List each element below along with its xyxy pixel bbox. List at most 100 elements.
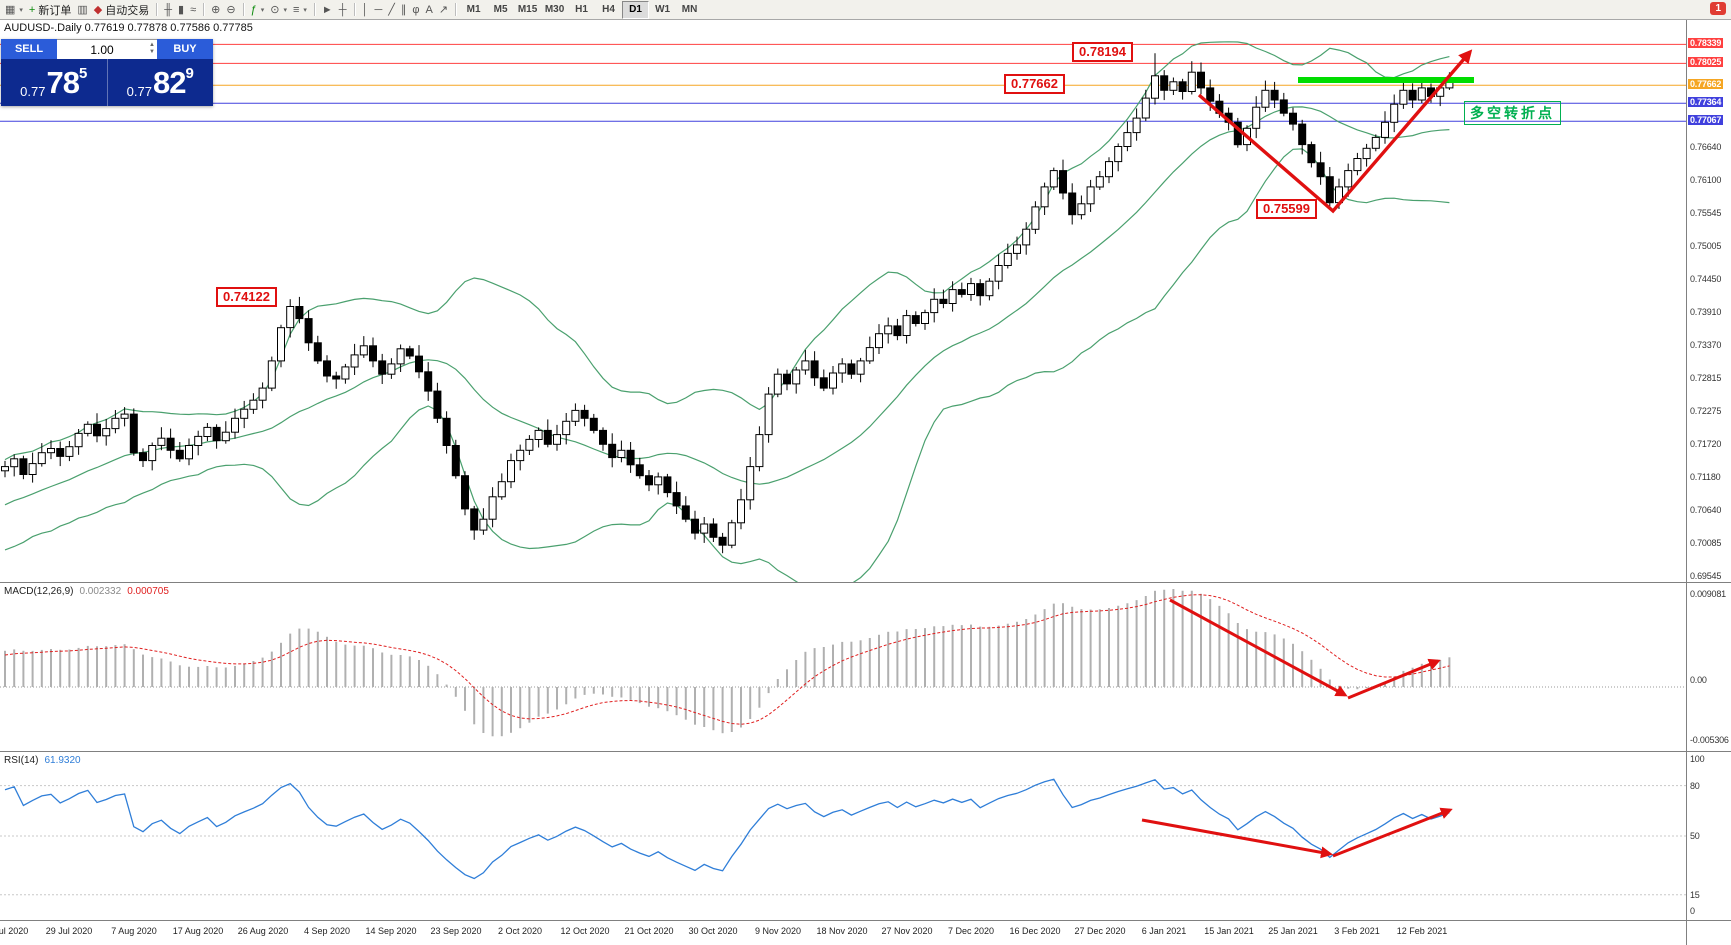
cursor-button[interactable]: ► bbox=[319, 2, 336, 18]
date-label-20[interactable]: 25 Jan 2021 bbox=[1268, 926, 1318, 936]
zoom-in-button[interactable]: ⊕ bbox=[208, 2, 223, 18]
new-chart-caret-icon[interactable]: ▾ bbox=[19, 6, 23, 14]
equidistant-channel-button[interactable]: ∥ bbox=[398, 2, 410, 18]
timeframe-mn[interactable]: MN bbox=[681, 4, 698, 15]
timeframe-m5[interactable]: M5 bbox=[493, 4, 508, 15]
zoom-out-button[interactable]: ⊖ bbox=[223, 2, 238, 18]
arrows-tool-icon: ↗ bbox=[438, 3, 449, 16]
timeframe-m1[interactable]: M1 bbox=[466, 4, 481, 15]
one-click-trading-panel: SELL 1.00 ▲ ▼ BUY 0.77 78 5 0.77 bbox=[1, 39, 213, 106]
timeframe-d1[interactable]: D1 bbox=[622, 0, 650, 19]
date-label-8[interactable]: 2 Oct 2020 bbox=[497, 926, 543, 936]
candlestick-chart-button[interactable]: ▮ bbox=[175, 2, 187, 18]
line-chart-button[interactable]: ≈ bbox=[187, 2, 199, 18]
templates-button[interactable]: ≡ ▾ bbox=[290, 2, 310, 18]
macd-scale-zero: 0.00 bbox=[1690, 675, 1707, 685]
templates-caret-icon[interactable]: ▾ bbox=[303, 6, 307, 14]
date-label-19[interactable]: 15 Jan 2021 bbox=[1204, 926, 1254, 936]
equidistant-channel-icon: ∥ bbox=[400, 3, 407, 16]
price-tick-0.69545: 0.69545 bbox=[1690, 571, 1722, 581]
turning-point-label[interactable]: 多空转折点 bbox=[1464, 101, 1561, 125]
volume-spinner[interactable]: ▲ ▼ bbox=[149, 42, 155, 56]
profiles-button[interactable]: ▥ bbox=[74, 2, 90, 18]
date-label-12[interactable]: 9 Nov 2020 bbox=[754, 926, 802, 936]
fibonacci-button[interactable]: φ bbox=[409, 2, 422, 18]
high-price-callout[interactable]: 0.78194 bbox=[1072, 42, 1133, 62]
bars-chart-button[interactable]: ╫ bbox=[161, 2, 175, 18]
new-order-icon: + bbox=[28, 3, 36, 16]
timeframe-w1[interactable]: W1 bbox=[655, 4, 671, 15]
timeframe-m15[interactable]: M15 bbox=[517, 4, 538, 15]
date-label-4[interactable]: 26 Aug 2020 bbox=[237, 926, 289, 936]
arrows-tool-button[interactable]: ↗ bbox=[436, 2, 451, 18]
date-label-2[interactable]: 7 Aug 2020 bbox=[111, 926, 157, 936]
date-label-3[interactable]: 17 Aug 2020 bbox=[172, 926, 224, 936]
vertical-line-button[interactable]: │ bbox=[359, 2, 372, 18]
february-low-callout[interactable]: 0.75599 bbox=[1256, 199, 1317, 219]
resistance-price-callout[interactable]: 0.77662 bbox=[1004, 74, 1065, 94]
buy-price[interactable]: 0.77 82 9 bbox=[108, 59, 214, 106]
auto-trading-button[interactable]: ◆ 自动交易 bbox=[91, 2, 152, 18]
price-line-label-0.78025: 0.78025 bbox=[1688, 57, 1724, 67]
text-label-button[interactable]: A bbox=[423, 2, 436, 18]
buy-button[interactable]: BUY bbox=[157, 39, 213, 59]
trend-line-button[interactable]: ╱ bbox=[385, 2, 398, 18]
rsi-scale-80: 80 bbox=[1690, 781, 1700, 791]
sell-price-pip: 5 bbox=[78, 65, 88, 82]
price-line-label-0.77364: 0.77364 bbox=[1688, 97, 1724, 107]
date-label-6[interactable]: 14 Sep 2020 bbox=[365, 926, 417, 936]
indicators-button[interactable]: ƒ ▾ bbox=[248, 2, 268, 18]
crosshair-button[interactable]: ┼ bbox=[336, 2, 350, 18]
date-label-10[interactable]: 21 Oct 2020 bbox=[624, 926, 674, 936]
toolbar: ▦ ▾ + 新订单 ▥ ◆ 自动交易 ╫ ▮ ≈ ⊕ ⊖ ƒ ▾ ⊙ ▾ ≡ ▾ ► ┼ │ ─ ╱ ∥ φ A ↗ M1 M5 M15 M… bbox=[0, 0, 1731, 20]
chart-title: AUDUSD-.Daily 0.77619 0.77878 0.77586 0.… bbox=[4, 22, 253, 34]
volume-value: 1.00 bbox=[90, 42, 114, 57]
date-label-14[interactable]: 27 Nov 2020 bbox=[881, 926, 933, 936]
spinner-up-icon[interactable]: ▲ bbox=[149, 42, 155, 48]
toolbar-separator bbox=[455, 3, 457, 16]
date-label-11[interactable]: 30 Oct 2020 bbox=[688, 926, 738, 936]
sell-button[interactable]: SELL bbox=[1, 39, 57, 59]
macd-signal-line bbox=[4, 594, 1450, 725]
date-label-0[interactable]: 20 Jul 2020 bbox=[0, 926, 29, 936]
date-label-1[interactable]: 29 Jul 2020 bbox=[45, 926, 93, 936]
periods-button[interactable]: ⊙ ▾ bbox=[267, 2, 290, 18]
new-chart-button[interactable]: ▦ ▾ bbox=[2, 2, 26, 18]
date-label-16[interactable]: 16 Dec 2020 bbox=[1009, 926, 1061, 936]
date-label-7[interactable]: 23 Sep 2020 bbox=[430, 926, 482, 936]
volume-input[interactable]: 1.00 ▲ ▼ bbox=[57, 39, 157, 59]
macd-name: MACD(12,26,9) bbox=[4, 586, 74, 597]
date-label-13[interactable]: 18 Nov 2020 bbox=[816, 926, 868, 936]
date-label-5[interactable]: 4 Sep 2020 bbox=[303, 926, 351, 936]
periods-caret-icon[interactable]: ▾ bbox=[283, 6, 287, 14]
notification-badge[interactable]: 1 bbox=[1710, 2, 1726, 15]
spinner-down-icon[interactable]: ▼ bbox=[149, 49, 155, 55]
price-tick-0.73910: 0.73910 bbox=[1690, 307, 1722, 317]
timeframe-h1[interactable]: H1 bbox=[575, 4, 588, 15]
macd-down-arrow bbox=[1169, 598, 1348, 697]
macd-scale-max: 0.009081 bbox=[1690, 589, 1726, 599]
sell-price[interactable]: 0.77 78 5 bbox=[1, 59, 108, 106]
date-label-21[interactable]: 3 Feb 2021 bbox=[1334, 926, 1380, 936]
date-label-15[interactable]: 7 Dec 2020 bbox=[947, 926, 995, 936]
toolbar-separator bbox=[313, 3, 315, 16]
price-tick-0.70640: 0.70640 bbox=[1690, 505, 1722, 515]
zoom-in-icon: ⊕ bbox=[211, 3, 221, 16]
new-order-button[interactable]: + 新订单 bbox=[26, 2, 74, 18]
date-label-18[interactable]: 6 Jan 2021 bbox=[1141, 926, 1187, 936]
timeframe-m30[interactable]: M30 bbox=[544, 4, 565, 15]
new-order-label: 新订单 bbox=[38, 4, 72, 17]
date-label-17[interactable]: 27 Dec 2020 bbox=[1074, 926, 1126, 936]
date-label-9[interactable]: 12 Oct 2020 bbox=[560, 926, 610, 936]
timeframe-h4[interactable]: H4 bbox=[602, 4, 615, 15]
horizontal-line-icon: ─ bbox=[374, 3, 383, 16]
horizontal-line-button[interactable]: ─ bbox=[371, 2, 385, 18]
date-label-22[interactable]: 12 Feb 2021 bbox=[1396, 926, 1448, 936]
indicators-caret-icon[interactable]: ▾ bbox=[260, 6, 265, 14]
september-peak-callout[interactable]: 0.74122 bbox=[216, 287, 277, 307]
